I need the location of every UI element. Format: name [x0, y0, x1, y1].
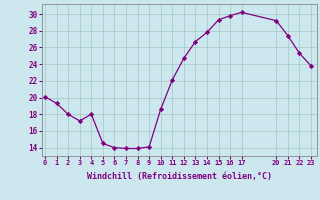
X-axis label: Windchill (Refroidissement éolien,°C): Windchill (Refroidissement éolien,°C) — [87, 172, 272, 181]
